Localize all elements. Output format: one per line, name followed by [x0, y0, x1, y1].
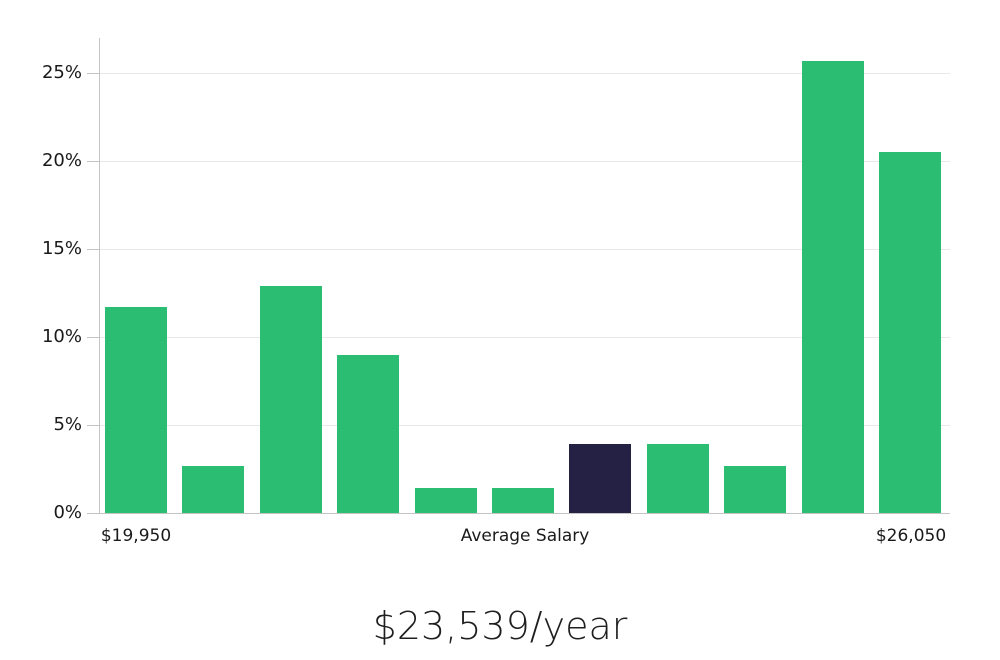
y-tickmark-25% [87, 72, 99, 74]
gridline-20% [100, 160, 950, 162]
salary-bar-10 [801, 60, 864, 513]
gridline-25% [100, 72, 950, 74]
salary-bar-11 [879, 152, 941, 513]
gridline-10% [100, 336, 950, 338]
y-tickmark-0% [87, 512, 99, 514]
x-axis-label-average-salary: Average Salary [460, 526, 590, 546]
salary-bar-8 [646, 444, 709, 513]
salary-bar-5 [414, 488, 477, 513]
salary-bar-3 [259, 286, 322, 513]
x-axis-label-max-salary: $26,050 [875, 526, 947, 546]
y-axis-tickmarks [87, 38, 99, 514]
x-axis-label-min-salary: $19,950 [100, 526, 172, 546]
y-axis-label-20%: 20% [41, 150, 82, 172]
y-tickmark-10% [87, 336, 99, 338]
y-tickmark-15% [87, 248, 99, 250]
salary-bar-2 [182, 465, 245, 513]
plot-area [99, 38, 950, 514]
average-salary-highlight-bar [569, 444, 632, 513]
y-tickmark-20% [87, 160, 99, 162]
salary-bar-1 [105, 307, 167, 513]
y-axis-label-25%: 25% [41, 62, 82, 84]
y-axis-label-15%: 15% [41, 238, 82, 260]
y-axis-label-10%: 10% [41, 326, 82, 348]
y-axis-label-5%: 5% [53, 414, 82, 436]
y-tickmark-5% [87, 424, 99, 426]
x-axis-labels: $19,950 Average Salary $26,050 [0, 524, 1000, 550]
y-axis-labels: 0% 5% 10% 15% 20% 25% [0, 38, 82, 523]
salary-bar-6 [492, 488, 554, 513]
salary-bar-9 [724, 465, 787, 513]
y-axis-label-0%: 0% [53, 502, 82, 523]
average-salary-title: $23,539/year [372, 604, 628, 648]
gridline-5% [100, 424, 950, 426]
salary-bar-4 [337, 354, 400, 513]
gridline-15% [100, 248, 950, 250]
